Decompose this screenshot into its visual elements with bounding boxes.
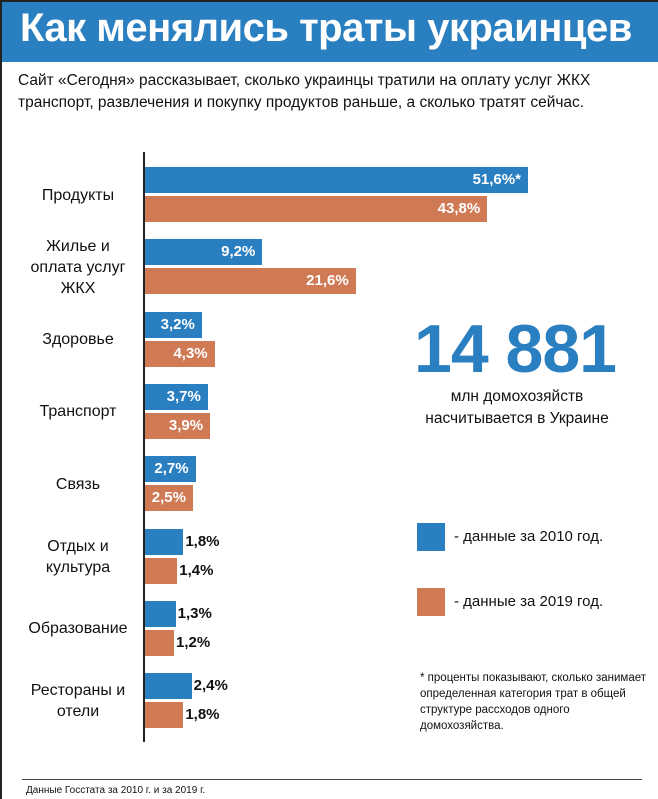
- legend-label-2019: - данные за 2019 год.: [454, 593, 604, 610]
- divider: [22, 779, 642, 780]
- legend-label-2010: - данные за 2010 год.: [454, 528, 604, 545]
- title-bar: Как менялись траты украинцев: [2, 2, 658, 62]
- category-label: Продукты: [41, 186, 115, 204]
- bar-2010: [145, 383, 208, 410]
- category-label: Здоровье: [42, 331, 114, 349]
- bar-2019: [145, 557, 178, 584]
- bar-2010: [145, 528, 184, 555]
- bar-2010: [145, 600, 176, 627]
- bar-2010: [145, 311, 202, 338]
- source-note: Данные Госстата за 2010 г. и за 2019 г.: [26, 785, 206, 796]
- category-label: Транспорт: [39, 403, 117, 421]
- households-caption: млн домохозяйств насчитывается в Украине: [425, 388, 609, 427]
- bar-2010: [145, 239, 263, 266]
- y-axis-line: [143, 152, 145, 742]
- bar-value-label: 43,8%: [437, 200, 481, 217]
- category-label: Рестораны и отели: [30, 682, 126, 721]
- category-label: Отдых и культура: [45, 537, 111, 576]
- bar-2019: [145, 485, 193, 512]
- bar-value-label: 21,6%: [306, 272, 349, 290]
- bar-2019: [145, 196, 488, 222]
- page-title: Как менялись траты украинцев: [20, 6, 632, 50]
- bar-value-label: 1,8%: [185, 706, 220, 724]
- bar-value-label: 2,7%: [154, 460, 189, 478]
- bar-value-label: 1,4%: [179, 561, 214, 579]
- bar-2019: [145, 702, 184, 729]
- bar-2019: [145, 340, 215, 367]
- bar-2019: [145, 629, 174, 656]
- legend-swatch-2010: [417, 523, 445, 551]
- bar-value-label: 2,4%: [193, 677, 228, 695]
- bar-value-label: 1,2%: [176, 633, 211, 651]
- bar-2019: [145, 268, 356, 295]
- bar-value-label: 3,9%: [168, 416, 204, 434]
- footnote: * проценты показывают, сколько занимает …: [420, 672, 646, 732]
- households-number: 14 881: [414, 311, 617, 387]
- bar-value-label: 1,8%: [185, 532, 220, 550]
- bar-value-label: 9,2%: [221, 243, 256, 261]
- bar-value-label: 51,6%*: [472, 171, 521, 188]
- bar-2010: [145, 673, 192, 700]
- bar-value-label: 3,7%: [166, 387, 201, 405]
- bar-2010: [145, 167, 528, 193]
- bar-value-label: 2,5%: [151, 489, 186, 507]
- category-label: Жилье и оплата услуг ЖКХ: [30, 237, 126, 297]
- category-label: Связь: [55, 475, 101, 493]
- bar-2019: [145, 412, 211, 439]
- bar-value-label: 1,3%: [177, 604, 212, 622]
- bar-2010: [145, 456, 196, 483]
- bar-value-label: 3,2%: [160, 315, 195, 333]
- bar-value-label: 4,3%: [173, 344, 208, 362]
- category-label: Образование: [28, 620, 128, 638]
- subtitle: Сайт «Сегодня» рассказывает, сколько укр…: [18, 72, 591, 111]
- legend-swatch-2019: [417, 588, 445, 616]
